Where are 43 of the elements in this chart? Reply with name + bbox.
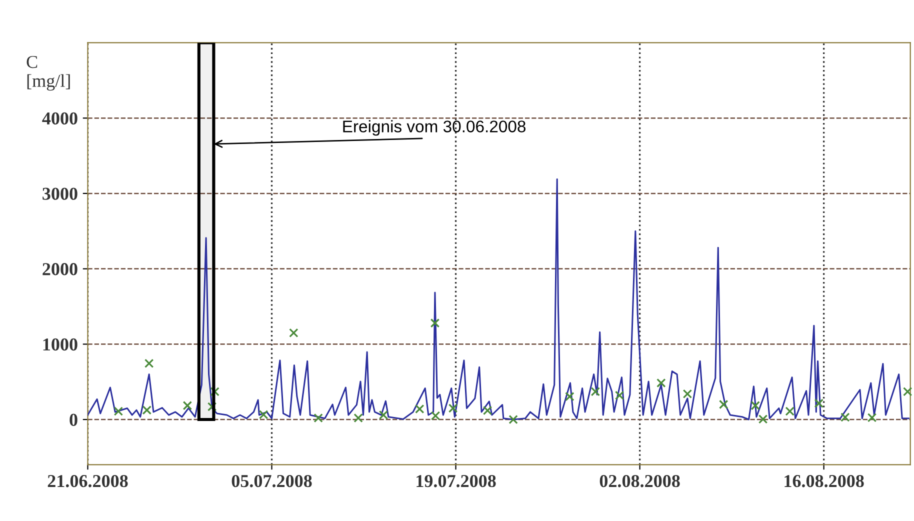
point — [682, 389, 692, 399]
point — [142, 405, 152, 415]
x-tick-label: 16.08.2008 — [784, 474, 864, 488]
point — [785, 406, 794, 416]
point — [314, 413, 323, 423]
point — [430, 318, 440, 328]
point — [902, 386, 912, 396]
x-tick-label: 02.08.2008 — [600, 474, 680, 488]
y-tick-label: 1000 — [43, 338, 78, 351]
point — [430, 411, 440, 420]
band-label: Ereignis vom 30.06.2008 — [343, 120, 526, 136]
point — [182, 400, 192, 410]
x-tick-label: 21.06.2008 — [48, 474, 128, 488]
point — [448, 404, 458, 413]
point — [482, 406, 492, 416]
point — [210, 386, 220, 396]
point — [867, 412, 877, 422]
point — [718, 400, 728, 410]
point — [207, 402, 217, 412]
point — [750, 400, 760, 410]
point — [656, 378, 666, 388]
point — [758, 414, 768, 424]
x-tick-label: 19.07.2008 — [416, 474, 496, 488]
point — [814, 398, 824, 408]
point — [414, 404, 424, 414]
y-axis-title: C [mg/l] — [26, 56, 70, 91]
x-tick-label: 05.07.2008 — [232, 474, 312, 488]
y-tick-label: 2000 — [42, 263, 78, 276]
point — [289, 328, 298, 338]
point — [258, 410, 268, 420]
y-tick-label: 0 — [70, 414, 78, 426]
point — [114, 406, 124, 416]
point — [378, 410, 388, 420]
point — [354, 413, 363, 423]
y-tick-label: 3000 — [42, 188, 78, 200]
point — [614, 390, 624, 400]
point — [144, 358, 154, 368]
point — [840, 412, 850, 422]
y-tick-label: 4000 — [42, 112, 78, 125]
point — [508, 414, 518, 424]
point — [565, 392, 574, 402]
line-series — [88, 178, 910, 420]
point — [590, 386, 600, 396]
